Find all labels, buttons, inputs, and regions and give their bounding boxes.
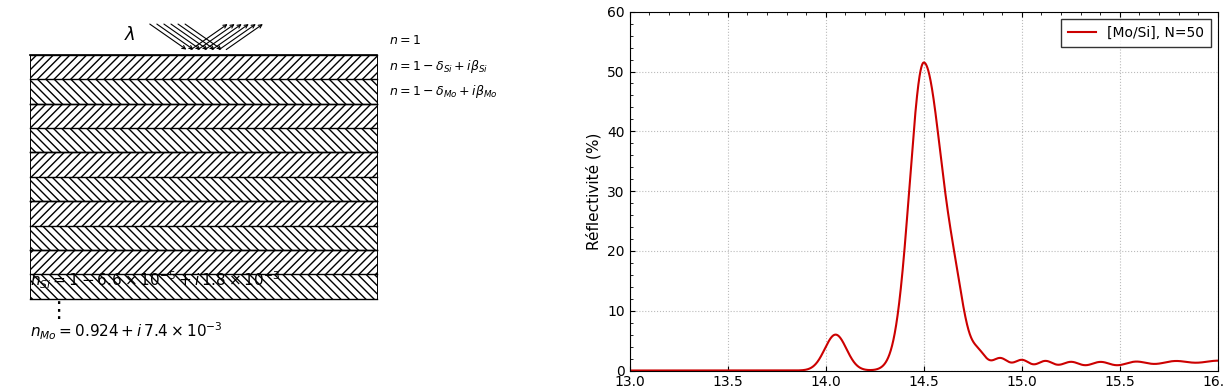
- [Mo/Si], N=50: [623, 368, 638, 373]
- Legend: [Mo/Si], N=50: [Mo/Si], N=50: [1061, 19, 1211, 46]
- Polygon shape: [29, 201, 377, 225]
- [Mo/Si], N=50: [1114, 362, 1129, 367]
- Polygon shape: [29, 225, 377, 250]
- Y-axis label: Réflectivité (%): Réflectivité (%): [586, 133, 602, 250]
- [Mo/Si], N=50: [1069, 360, 1083, 365]
- Polygon shape: [29, 152, 377, 177]
- [Mo/Si], N=50: [851, 364, 865, 369]
- Polygon shape: [29, 55, 377, 79]
- Text: $n = 1$: $n = 1$: [389, 34, 421, 47]
- Text: $n = 1 - \delta_{Si} + i\beta_{Si}$: $n = 1 - \delta_{Si} + i\beta_{Si}$: [389, 58, 488, 75]
- Polygon shape: [29, 250, 377, 274]
- Polygon shape: [29, 79, 377, 104]
- [Mo/Si], N=50: [917, 60, 931, 65]
- Text: $n = 1 - \delta_{Mo} + i\beta_{Mo}$: $n = 1 - \delta_{Mo} + i\beta_{Mo}$: [389, 83, 497, 100]
- [Mo/Si], N=50: [1011, 358, 1026, 363]
- Text: $\lambda$: $\lambda$: [124, 26, 136, 44]
- Text: $n_{Si} = 1 - 6.6 \times 10^{-5} + i\,1.8 \times 10^{-3}$: $n_{Si} = 1 - 6.6 \times 10^{-5} + i\,1.…: [29, 270, 280, 291]
- Polygon shape: [29, 128, 377, 152]
- Polygon shape: [29, 177, 377, 201]
- Line: [Mo/Si], N=50: [Mo/Si], N=50: [630, 62, 1224, 370]
- [Mo/Si], N=50: [731, 368, 745, 373]
- Polygon shape: [29, 104, 377, 128]
- [Mo/Si], N=50: [982, 357, 996, 362]
- Text: ⋮: ⋮: [48, 301, 70, 321]
- Polygon shape: [29, 274, 377, 299]
- Text: $n_{Mo} = 0.924 + i\,7.4 \times 10^{-3}$: $n_{Mo} = 0.924 + i\,7.4 \times 10^{-3}$: [29, 320, 223, 342]
- [Mo/Si], N=50: [1220, 359, 1224, 364]
